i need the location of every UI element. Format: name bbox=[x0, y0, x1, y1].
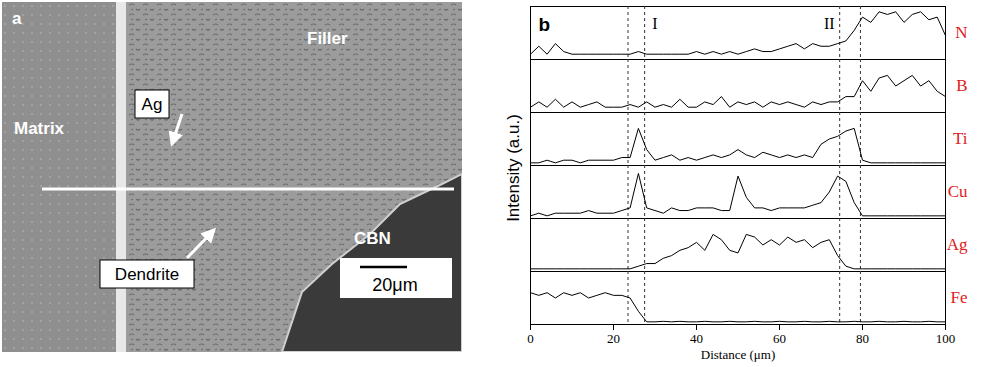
svg-text:II: II bbox=[824, 15, 835, 32]
svg-text:I: I bbox=[652, 15, 657, 32]
svg-text:Ag: Ag bbox=[142, 95, 163, 114]
svg-text:20μm: 20μm bbox=[372, 275, 417, 295]
svg-text:N: N bbox=[955, 23, 967, 42]
svg-text:Cu: Cu bbox=[948, 182, 968, 201]
svg-text:0: 0 bbox=[527, 331, 534, 346]
svg-text:Distance (μm): Distance (μm) bbox=[701, 347, 775, 362]
svg-text:B: B bbox=[956, 76, 967, 95]
svg-text:b: b bbox=[539, 14, 551, 35]
svg-text:Dendrite: Dendrite bbox=[115, 265, 179, 284]
svg-text:Ag: Ag bbox=[947, 235, 968, 254]
svg-text:a: a bbox=[12, 9, 22, 28]
svg-text:80: 80 bbox=[856, 331, 869, 346]
svg-text:Matrix: Matrix bbox=[14, 119, 65, 138]
svg-text:20: 20 bbox=[607, 331, 620, 346]
html-text:Intensity (a.u.): Intensity (a.u.) bbox=[504, 114, 523, 222]
svg-text:100: 100 bbox=[936, 331, 956, 346]
svg-text:Ti: Ti bbox=[953, 129, 968, 148]
svg-text:60: 60 bbox=[773, 331, 786, 346]
svg-text:Fe: Fe bbox=[951, 288, 968, 307]
svg-text:CBN: CBN bbox=[354, 229, 391, 248]
svg-text:40: 40 bbox=[690, 331, 703, 346]
svg-text:Filler: Filler bbox=[307, 29, 348, 48]
